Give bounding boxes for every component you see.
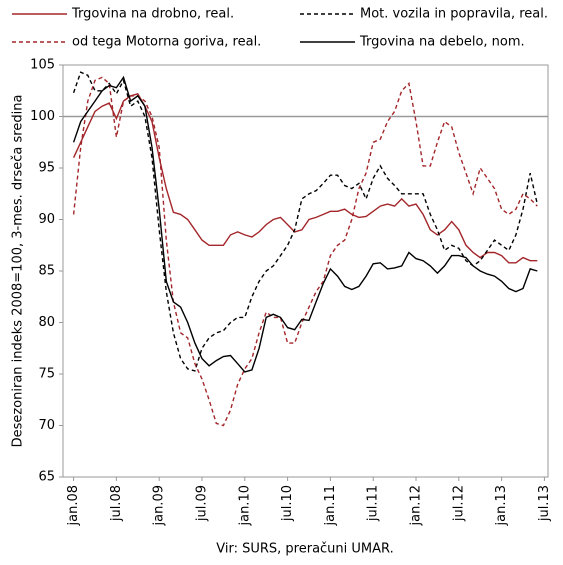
legend-label: Mot. vozila in popravila, real. xyxy=(360,7,548,22)
y-tick-label: 70 xyxy=(38,418,55,433)
x-tick-label: jul.12 xyxy=(451,485,466,522)
y-tick-label: 100 xyxy=(30,109,55,124)
y-tick-label: 75 xyxy=(38,367,55,382)
x-tick-label: jan.13 xyxy=(494,485,509,527)
x-tick-label: jul.08 xyxy=(109,485,124,522)
y-tick-label: 65 xyxy=(38,470,55,485)
y-tick-label: 85 xyxy=(38,264,55,279)
legend-label: Trgovina na debelo, nom. xyxy=(359,35,525,50)
source-note: Vir: SURS, preračuni UMAR. xyxy=(216,542,393,557)
x-tick-label: jan.12 xyxy=(409,485,424,527)
y-tick-label: 80 xyxy=(38,315,55,330)
y-tick-label: 105 xyxy=(30,58,55,73)
y-tick-label: 90 xyxy=(38,212,55,227)
x-tick-label: jan.11 xyxy=(323,485,338,527)
x-tick-label: jul.11 xyxy=(366,485,381,522)
x-tick-label: jul.13 xyxy=(537,485,552,522)
x-tick-label: jan.09 xyxy=(152,485,167,527)
x-tick-label: jul.09 xyxy=(194,485,209,522)
legend-label: Trgovina na drobno, real. xyxy=(71,7,234,22)
y-axis-label: Desezoniran indeks 2008=100, 3-mes. drse… xyxy=(11,95,26,448)
series-line xyxy=(72,71,538,372)
y-tick-label: 95 xyxy=(38,161,55,176)
series-line xyxy=(72,92,538,264)
legend-label: od tega Motorna goriva, real. xyxy=(72,35,261,50)
x-tick-label: jan.10 xyxy=(237,485,252,527)
x-tick-label: jul.10 xyxy=(280,485,295,522)
series-line xyxy=(72,75,538,373)
plot-frame xyxy=(62,64,549,478)
series-line xyxy=(72,76,538,427)
x-tick-label: jan.08 xyxy=(66,485,81,527)
